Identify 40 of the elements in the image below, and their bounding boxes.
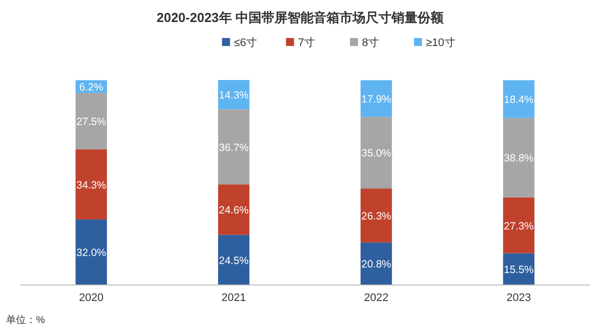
data-label: 35.0%: [361, 148, 392, 160]
x-tick-label: 2022: [364, 292, 388, 304]
legend-label: ≥10寸: [426, 36, 456, 49]
bar: [76, 92, 107, 150]
bar: [76, 149, 107, 220]
bar: [218, 80, 250, 110]
data-label: 27.3%: [504, 220, 534, 232]
legend-label: 7寸: [298, 36, 316, 49]
data-label: 15.5%: [504, 264, 534, 276]
bar: [503, 197, 534, 254]
bar: [360, 80, 392, 117]
data-label: 32.0%: [76, 247, 106, 260]
x-tick-label: 2020: [79, 292, 104, 304]
bar: [360, 188, 392, 242]
x-tick-label: 2023: [506, 292, 531, 304]
x-tick-label: 2021: [222, 292, 246, 304]
bar: [360, 242, 392, 285]
bar: [218, 234, 250, 285]
bar: [503, 80, 534, 118]
chart-title: 2020-2023年 中国带屏智能音箱市场尺寸销量份额: [156, 10, 444, 25]
bar: [503, 118, 534, 198]
data-label: 36.7%: [218, 142, 249, 154]
data-label: 6.2%: [79, 82, 104, 94]
data-label: 24.5%: [218, 254, 249, 267]
legend-label: ≤6寸: [234, 36, 258, 49]
bar: [218, 184, 250, 235]
data-label: 27.5%: [76, 116, 106, 128]
data-label: 34.3%: [76, 179, 106, 192]
bar: [360, 116, 392, 189]
data-label: 24.6%: [218, 204, 249, 217]
bar: [218, 109, 250, 184]
data-label: 18.4%: [504, 94, 534, 106]
data-label: 20.8%: [361, 258, 392, 271]
text: 单位：%: [6, 314, 45, 326]
data-label: 26.3%: [361, 210, 392, 222]
data-label: 17.9%: [361, 94, 392, 106]
bar: [76, 219, 107, 285]
legend-label: 8寸: [362, 36, 380, 49]
data-label: 38.8%: [504, 152, 534, 165]
data-label: 14.3%: [218, 90, 249, 102]
